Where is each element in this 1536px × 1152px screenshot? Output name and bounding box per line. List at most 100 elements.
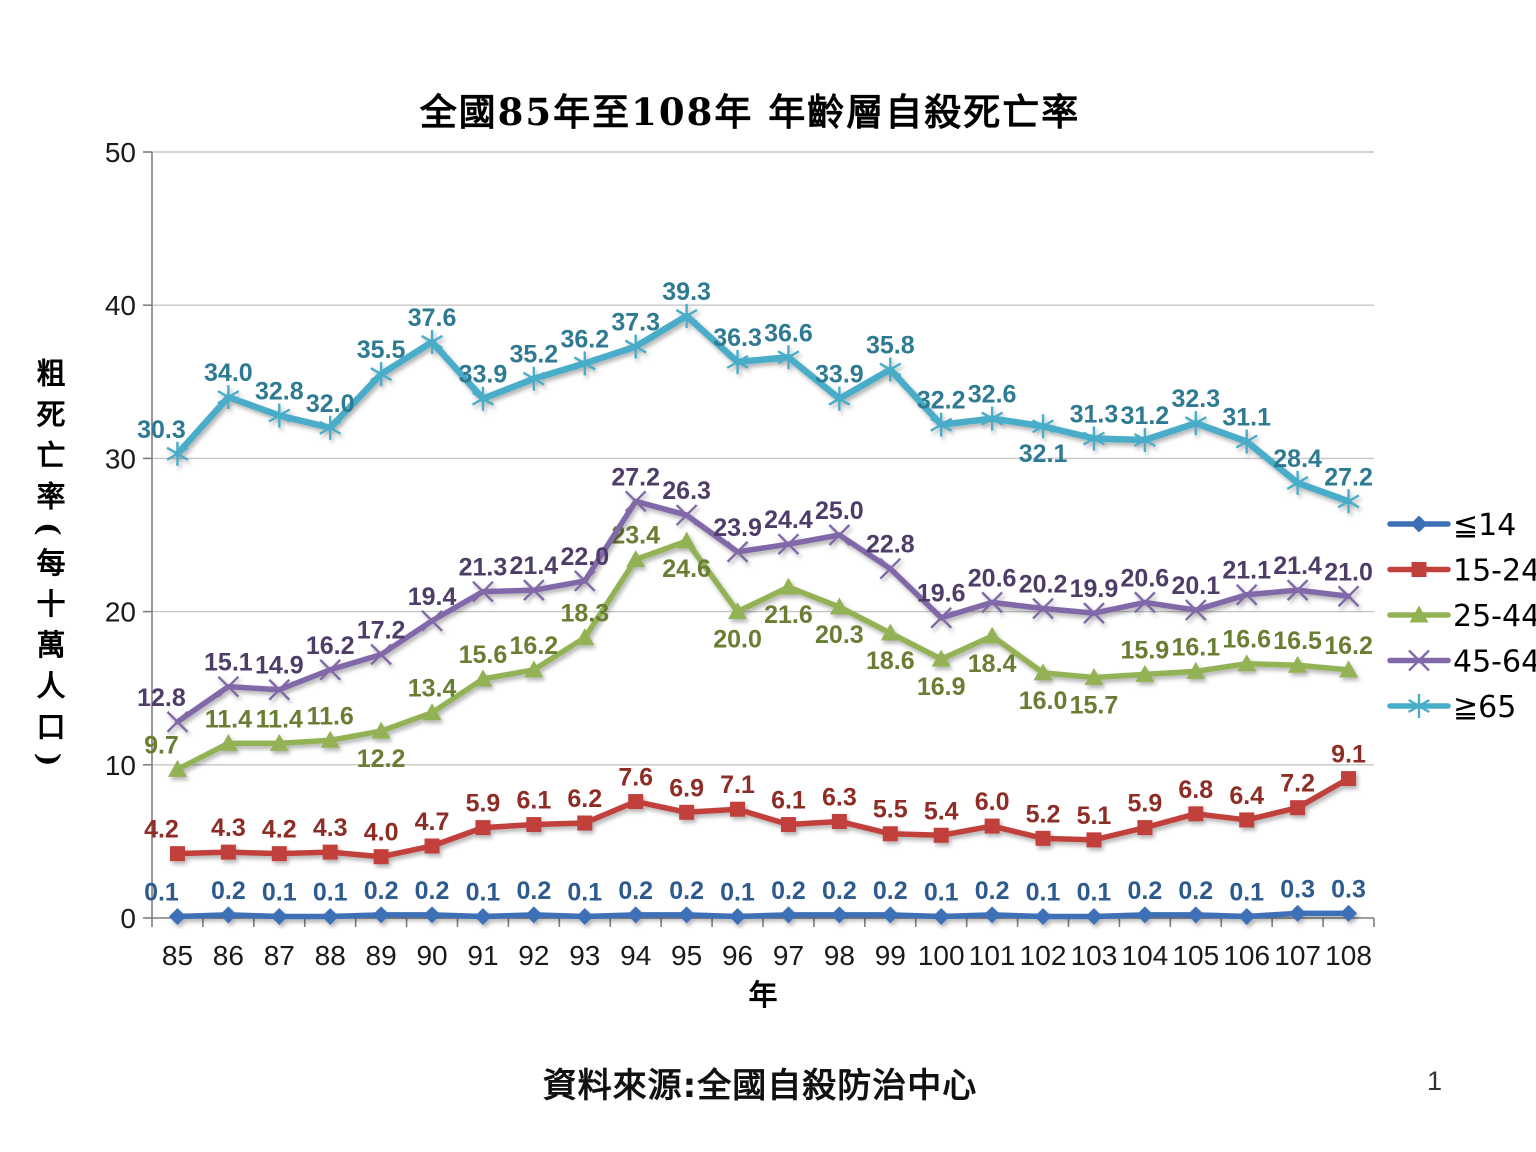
x-tick-label: 98 [824,940,855,971]
data-label: 7.2 [1280,770,1315,798]
legend-label: 15-24 [1453,554,1536,589]
series-line-15-24 [174,775,1352,860]
marker-diamond [1340,904,1358,922]
marker-triangle [218,733,238,751]
x-tick-label: 92 [518,940,549,971]
marker-diamond [474,907,492,925]
marker-asterisk [522,371,545,386]
data-label: 0.1 [1026,878,1061,906]
series-labels-45-64: 12.815.1 14.916.217.219.421.3 21.4 22.027.2… [137,463,1373,712]
marker-triangle [371,721,391,739]
marker-diamond [627,906,645,924]
data-label: 27.2 [611,463,660,491]
data-label: 0.2 [1127,877,1162,905]
marker-x [1337,585,1360,608]
marker-asterisk [930,417,953,432]
marker-asterisk [1408,698,1430,714]
marker-square [1239,812,1255,828]
data-label: 18.3 [560,600,609,628]
x-tick-label: 94 [620,940,651,971]
legend-label: 45-64 [1453,645,1536,680]
marker-asterisk [1184,416,1207,431]
x-tick-label: 96 [722,940,753,971]
x-tick-label: 101 [969,940,1016,971]
x-tick-label: 91 [467,940,498,971]
chart-canvas: 0 10 20 30 40 50 85 86 87 88 89 90 91 92 93 94 95 96 97 98 9… [105,137,1536,971]
marker-x [828,524,851,546]
x-tick-label: 86 [213,940,244,971]
series-ge-65 [166,303,1360,514]
marker-x [370,643,392,666]
data-label: 5.2 [1026,800,1061,828]
data-label: 21.6 [764,601,813,629]
data-label: 22.0 [560,543,609,571]
data-label: 0.2 [364,877,399,905]
marker-triangle [473,669,493,687]
marker-x [217,675,240,698]
data-label: 31.3 [1070,400,1119,428]
marker-x [523,579,545,602]
marker-square [679,804,695,820]
data-label: 0.2 [669,877,704,905]
data-label: 19.9 [1070,575,1119,603]
y-tick-label: 40 [105,290,136,321]
marker-asterisk [1235,434,1258,449]
data-label: 16.2 [306,632,355,660]
marker-diamond [1034,907,1052,925]
data-label: 0.2 [618,877,653,905]
legend-label: 25-44 [1453,599,1536,634]
data-label: 16.9 [917,673,966,701]
data-label: 11.6 [307,702,354,730]
data-label: 35.2 [510,341,559,369]
data-label: 30.3 [137,416,186,444]
data-label: 15.1 [204,649,253,677]
marker-diamond [881,906,899,924]
y-tick-label: 20 [105,597,136,628]
data-label: 14.9 [255,652,304,680]
marker-diamond [1410,515,1428,533]
marker-asterisk [370,367,393,382]
x-tick-label: 85 [162,940,193,971]
data-label: 17.2 [357,616,406,644]
data-label: 15.6 [459,641,508,669]
marker-asterisk [166,446,189,461]
marker-x [930,606,953,629]
data-label: 5.9 [466,790,501,818]
marker-diamond [321,907,339,925]
marker-diamond [168,907,186,925]
data-label: 0.2 [873,877,908,905]
marker-triangle [728,602,748,620]
x-tick-label: 102 [1020,940,1067,971]
data-label: 18.6 [866,647,915,675]
data-label: 5.5 [873,796,908,824]
marker-asterisk [268,408,291,423]
data-label: 25.0 [815,497,864,525]
data-label: 15.9 [1121,636,1170,664]
data-label: 15.7 [1070,691,1119,719]
marker-diamond [270,907,288,925]
data-label: 9.1 [1331,741,1366,769]
x-tick-label: 93 [569,940,600,971]
x-axis-title: 年 [748,978,778,1012]
marker-diamond [1085,907,1103,925]
data-label: 21.4 [1273,552,1322,580]
data-label: 11.4 [256,705,303,733]
marker-x [1408,649,1430,672]
marker-triangle [880,623,900,641]
data-label: 7.1 [720,771,755,799]
legend-item-15-24: 15-24 [1387,554,1536,589]
marker-square [271,846,287,862]
data-label: 24.6 [662,555,711,583]
data-label: 4.2 [262,816,297,844]
marker-asterisk [879,362,902,377]
marker-square [1411,562,1427,577]
data-label: 32.8 [255,378,304,406]
data-label: 23.9 [713,514,762,542]
marker-asterisk [319,420,342,435]
data-label: 36.3 [713,324,762,352]
x-tick-label: 99 [875,940,906,971]
data-label: 16.6 [1222,626,1271,654]
data-label: 6.4 [1229,782,1264,810]
series-line-25-44 [174,538,1352,773]
marker-x [166,711,189,733]
